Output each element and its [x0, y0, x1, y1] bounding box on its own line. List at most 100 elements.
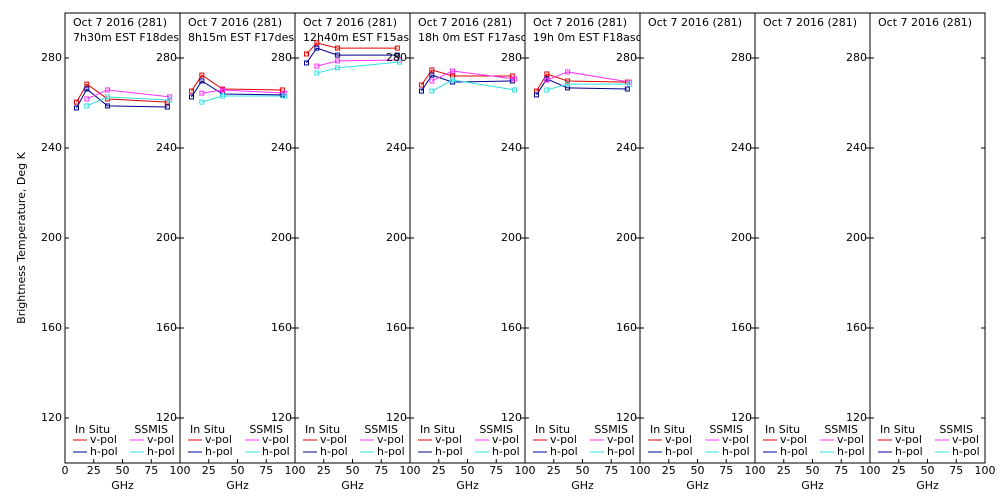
panel-frame — [869, 12, 986, 464]
point — [335, 65, 341, 71]
legend-label: h-pol — [722, 445, 750, 458]
y-tick-label: 160 — [386, 321, 407, 334]
panel-subtitle: 12h40m EST F15asc — [303, 31, 415, 44]
x-tick-label: 50 — [231, 464, 245, 477]
point — [220, 87, 226, 93]
panel: Oct 7 2016 (281)In Situv-polh-polSSMISv-… — [763, 16, 865, 458]
y-tick-label: 200 — [501, 231, 522, 244]
point — [84, 96, 90, 102]
series-line — [421, 74, 513, 92]
y-tick-label: 200 — [846, 231, 867, 244]
legend-label: h-pol — [952, 445, 980, 458]
point — [167, 94, 173, 100]
point — [74, 105, 79, 111]
x-tick-label: 100 — [630, 464, 651, 477]
y-tick-label: 200 — [271, 231, 292, 244]
x-axis-label: GHz — [341, 479, 364, 492]
series-line — [86, 96, 170, 107]
x-tick-label: 75 — [489, 464, 503, 477]
point — [304, 60, 309, 66]
y-tick-label: 160 — [41, 321, 62, 334]
x-tick-label: 25 — [892, 464, 906, 477]
point — [199, 99, 205, 105]
y-tick-label: 240 — [156, 141, 177, 154]
legend-label: v-pol — [435, 433, 462, 446]
legend-title: SSMIS — [709, 423, 743, 436]
point — [335, 52, 341, 58]
y-tick-label: 280 — [41, 51, 62, 64]
point — [84, 81, 90, 87]
y-tick-label: 240 — [501, 141, 522, 154]
point — [397, 59, 403, 65]
point — [314, 70, 320, 76]
y-tick-label: 120 — [271, 411, 292, 424]
x-tick-label: 75 — [949, 464, 963, 477]
point — [199, 72, 205, 78]
panel-title: Oct 7 2016 (281) — [188, 16, 282, 29]
y-tick-label: 120 — [616, 411, 637, 424]
legend-label: v-pol — [952, 433, 979, 446]
point — [512, 87, 518, 93]
panel-subtitle: 8h15m EST F17des — [188, 31, 294, 44]
point — [429, 72, 435, 78]
y-axis-label: Brightness Temperature, Deg K — [15, 151, 28, 323]
legend-label: h-pol — [377, 445, 405, 458]
point — [199, 90, 205, 96]
x-tick-label: 100 — [170, 464, 191, 477]
y-tick-label: 280 — [846, 51, 867, 64]
x-tick-label: 100 — [515, 464, 536, 477]
legend-title: In Situ — [75, 423, 110, 436]
series-line — [201, 89, 285, 94]
legend-title: SSMIS — [134, 423, 168, 436]
point — [624, 86, 630, 92]
series-line — [191, 74, 283, 92]
y-tick-label: 200 — [731, 231, 752, 244]
x-tick-label: 25 — [317, 464, 331, 477]
legend-label: v-pol — [205, 433, 232, 446]
y-tick-label: 200 — [156, 231, 177, 244]
y-tick-label: 160 — [271, 321, 292, 334]
point — [105, 103, 111, 109]
point — [189, 94, 194, 100]
point — [565, 69, 571, 75]
x-tick-label: 50 — [691, 464, 705, 477]
point — [189, 88, 194, 94]
y-tick-label: 200 — [616, 231, 637, 244]
point — [419, 88, 424, 94]
panel: Oct 7 2016 (281)In Situv-polh-polSSMISv-… — [648, 16, 750, 458]
legend-label: h-pol — [780, 445, 808, 458]
panel: Oct 7 2016 (281) 12h40m EST F15asc In Situ… — [303, 16, 415, 458]
x-tick-label: 50 — [921, 464, 935, 477]
panel-title: Oct 7 2016 (281) — [878, 16, 972, 29]
x-tick-label: 50 — [461, 464, 475, 477]
y-tick-label: 120 — [846, 411, 867, 424]
x-tick-label: 25 — [547, 464, 561, 477]
series-line — [76, 83, 168, 103]
panel-subtitle: 18h 0m EST F17asc — [418, 31, 527, 44]
x-tick-label: 25 — [202, 464, 216, 477]
y-tick-label: 120 — [156, 411, 177, 424]
point — [450, 68, 456, 74]
series-line — [76, 88, 168, 109]
legend-label: h-pol — [205, 445, 233, 458]
point — [304, 51, 309, 57]
legend-title: SSMIS — [249, 423, 283, 436]
panel-title: Oct 7 2016 (281) — [73, 16, 167, 29]
x-tick-label: 75 — [144, 464, 158, 477]
series-line — [86, 89, 170, 100]
legend-label: v-pol — [377, 433, 404, 446]
legend-title: In Situ — [765, 423, 800, 436]
y-tick-label: 240 — [41, 141, 62, 154]
series-line — [421, 69, 513, 86]
point — [627, 81, 633, 87]
legend-label: v-pol — [492, 433, 519, 446]
point — [314, 45, 320, 51]
legend-title: SSMIS — [364, 423, 398, 436]
panel: Oct 7 2016 (281)In Situv-polh-polSSMISv-… — [878, 16, 980, 458]
legend-title: SSMIS — [594, 423, 628, 436]
panel-subtitle: 7h30m EST F18des — [73, 31, 179, 44]
series-line — [431, 70, 515, 82]
y-tick-label: 280 — [386, 51, 407, 64]
legend-label: h-pol — [895, 445, 923, 458]
